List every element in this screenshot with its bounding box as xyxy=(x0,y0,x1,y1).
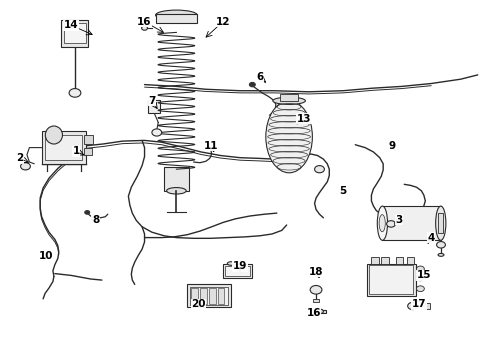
Text: 1: 1 xyxy=(73,146,79,156)
Bar xyxy=(84,135,93,144)
Circle shape xyxy=(310,285,322,294)
Circle shape xyxy=(437,242,445,248)
Bar xyxy=(315,310,326,313)
Ellipse shape xyxy=(273,97,305,104)
Ellipse shape xyxy=(379,215,385,232)
Text: 10: 10 xyxy=(39,251,54,261)
Ellipse shape xyxy=(45,126,63,144)
Ellipse shape xyxy=(156,10,197,20)
Text: 3: 3 xyxy=(396,215,403,225)
Text: 13: 13 xyxy=(296,114,311,124)
Bar xyxy=(371,257,379,264)
Bar xyxy=(280,94,298,101)
Ellipse shape xyxy=(438,253,444,256)
Ellipse shape xyxy=(227,262,235,265)
Bar xyxy=(396,257,403,264)
Text: 12: 12 xyxy=(216,17,230,27)
Text: 16: 16 xyxy=(306,308,321,318)
Bar xyxy=(84,148,92,155)
Text: 8: 8 xyxy=(92,215,99,225)
Bar xyxy=(382,206,441,240)
Bar xyxy=(367,264,416,296)
Circle shape xyxy=(315,166,324,173)
Text: 2: 2 xyxy=(16,153,23,163)
Text: 18: 18 xyxy=(309,267,323,277)
Text: 17: 17 xyxy=(412,299,426,309)
Bar xyxy=(425,303,430,309)
Text: 11: 11 xyxy=(203,141,218,151)
Circle shape xyxy=(85,211,90,214)
Text: 19: 19 xyxy=(233,261,247,271)
Bar xyxy=(225,266,250,276)
Bar xyxy=(369,265,413,294)
Bar xyxy=(218,288,224,304)
Bar xyxy=(64,23,86,43)
Bar xyxy=(45,135,82,160)
Circle shape xyxy=(249,82,255,87)
Bar xyxy=(187,284,231,307)
Text: 6: 6 xyxy=(256,72,263,82)
Bar xyxy=(381,257,389,264)
Bar xyxy=(313,299,319,302)
Bar xyxy=(190,287,228,305)
Circle shape xyxy=(387,221,395,227)
Text: 20: 20 xyxy=(191,299,206,309)
Circle shape xyxy=(69,89,81,97)
Ellipse shape xyxy=(377,206,388,240)
Text: 14: 14 xyxy=(64,20,78,30)
Text: 5: 5 xyxy=(340,186,346,196)
Circle shape xyxy=(408,302,417,310)
Bar xyxy=(191,288,198,304)
Ellipse shape xyxy=(436,206,446,240)
Text: 16: 16 xyxy=(137,17,152,27)
Circle shape xyxy=(142,26,147,30)
Bar xyxy=(407,257,414,264)
Ellipse shape xyxy=(266,101,313,173)
Bar xyxy=(164,167,189,191)
Circle shape xyxy=(416,266,424,272)
Text: 15: 15 xyxy=(416,270,431,280)
Circle shape xyxy=(318,309,323,314)
Bar xyxy=(439,213,443,233)
Circle shape xyxy=(416,286,424,292)
Bar xyxy=(223,264,252,278)
Circle shape xyxy=(416,275,424,281)
Bar xyxy=(148,100,160,113)
Bar xyxy=(156,14,197,23)
Bar xyxy=(42,131,86,164)
Text: 4: 4 xyxy=(427,233,435,243)
Circle shape xyxy=(152,129,162,136)
Bar xyxy=(61,20,88,47)
Text: 7: 7 xyxy=(148,96,156,106)
Circle shape xyxy=(21,163,30,170)
Ellipse shape xyxy=(167,188,186,194)
Bar xyxy=(209,288,216,304)
Bar xyxy=(200,288,207,304)
Text: 9: 9 xyxy=(389,141,395,151)
